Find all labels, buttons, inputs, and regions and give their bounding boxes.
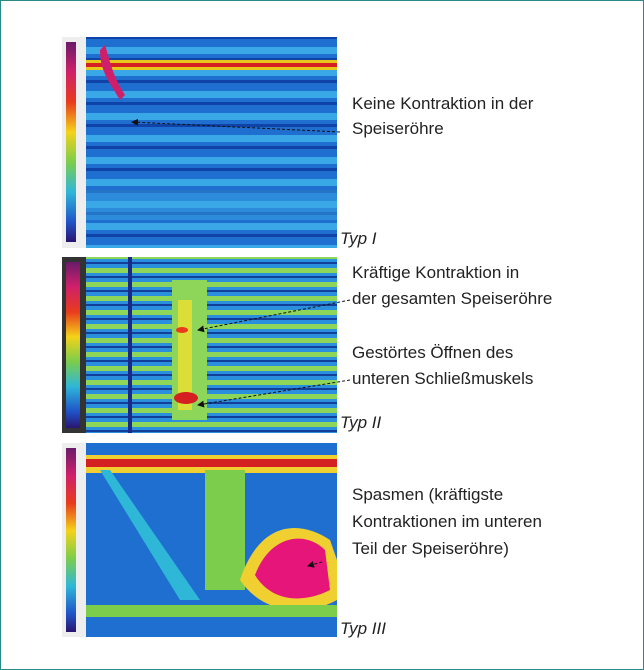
heatmap-3 bbox=[62, 443, 337, 637]
heatmap-2 bbox=[62, 257, 337, 433]
annotation: Speiseröhre bbox=[352, 119, 444, 138]
annotation: Kräftige Kontraktion in bbox=[352, 263, 519, 282]
panel-label: Typ I bbox=[340, 229, 377, 248]
annotation: unteren Schließmuskels bbox=[352, 369, 533, 388]
panel-label: Typ III bbox=[340, 619, 386, 638]
heatmap-1 bbox=[62, 37, 337, 248]
panel-label: Typ II bbox=[340, 413, 382, 432]
annotation: der gesamten Speiseröhre bbox=[352, 289, 552, 308]
annotation: Keine Kontraktion in der bbox=[352, 94, 534, 113]
annotation: Gestörtes Öffnen des bbox=[352, 343, 513, 362]
annotation: Teil der Speiseröhre) bbox=[352, 539, 509, 558]
figure: Keine Kontraktion in der Speiseröhre Typ… bbox=[0, 0, 644, 670]
annotation: Kontraktionen im unteren bbox=[352, 512, 542, 531]
annotation: Spasmen (kräftigste bbox=[352, 485, 503, 504]
